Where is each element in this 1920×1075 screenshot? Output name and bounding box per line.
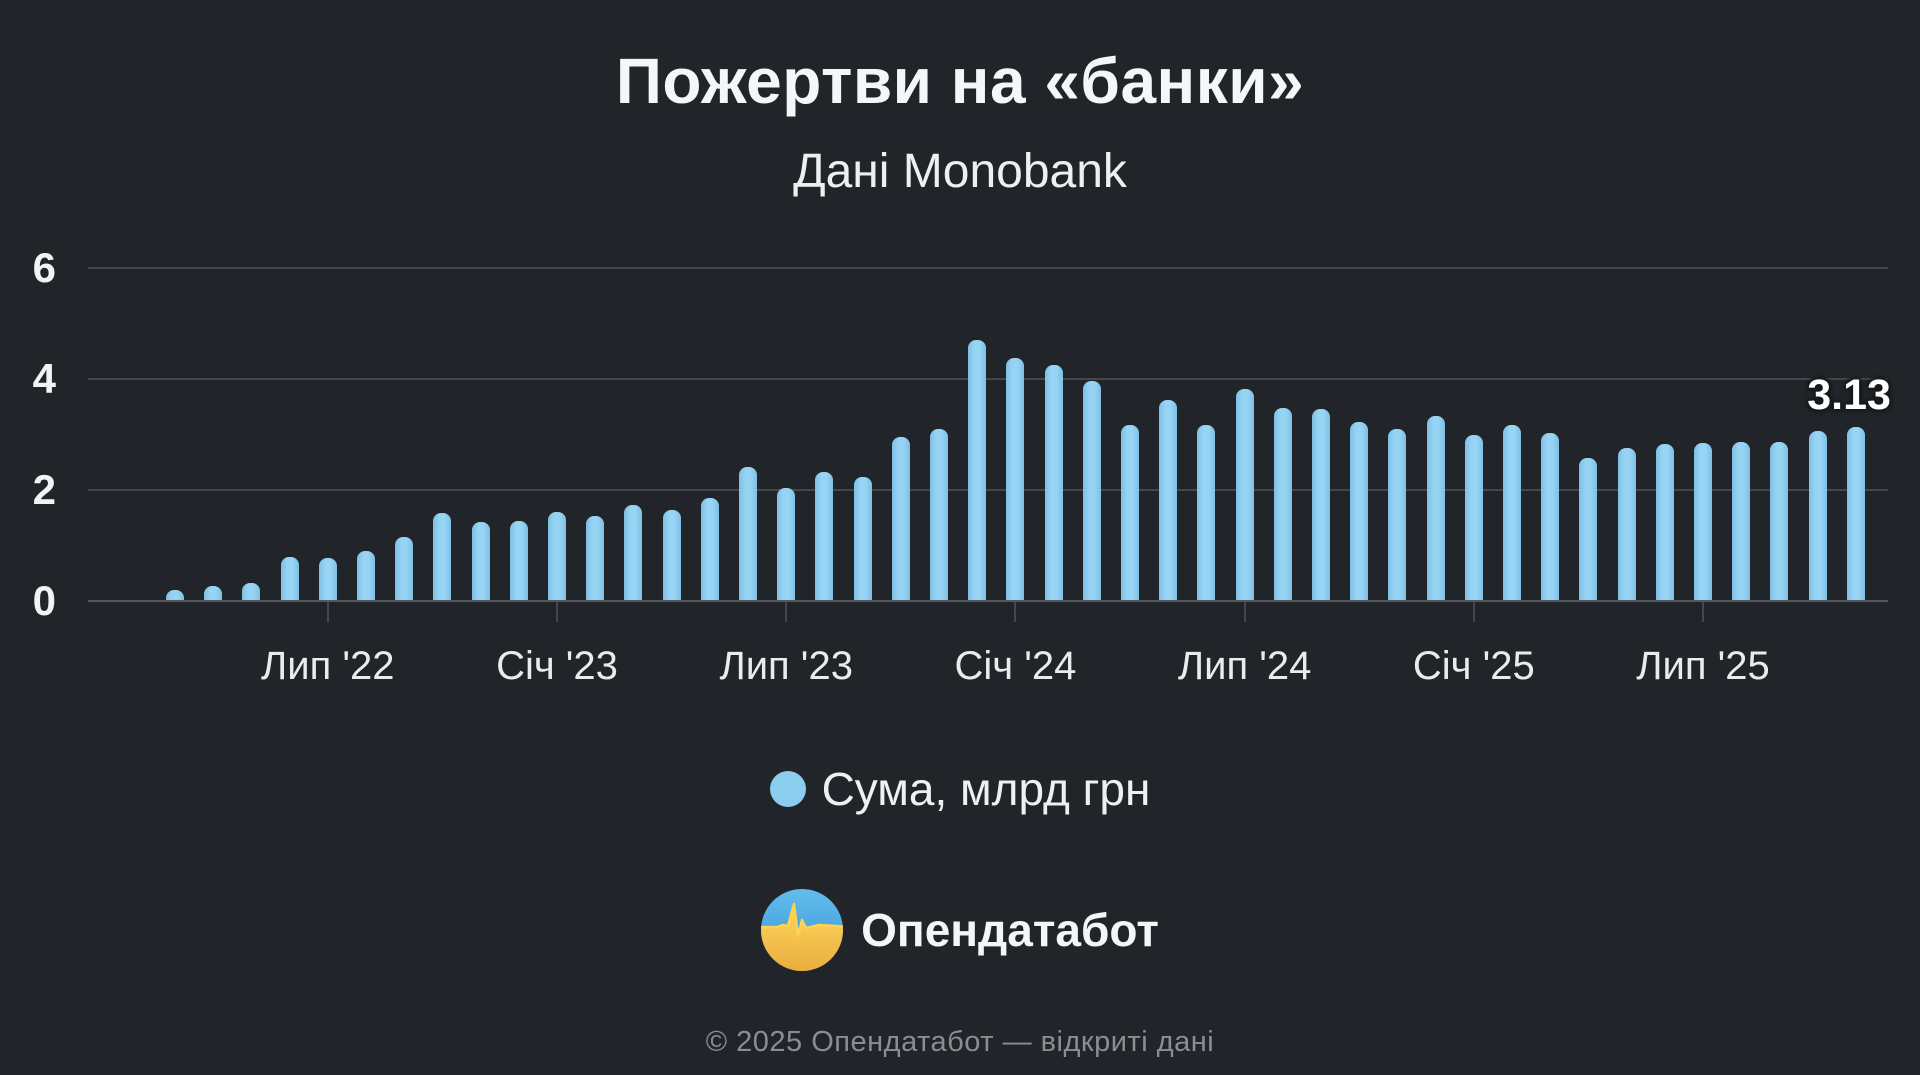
bar-2022-09 — [395, 537, 414, 601]
y-axis-label-6: 6 — [32, 244, 56, 291]
y-gridline-2 — [88, 489, 1888, 491]
bar-2022-11 — [471, 522, 490, 601]
bar-2024-04 — [1121, 425, 1139, 601]
bar-2023-02 — [586, 516, 605, 601]
bar-2024-02 — [1044, 365, 1063, 601]
bar-2024-10 — [1350, 422, 1369, 601]
opendatabot-logo-icon — [761, 889, 844, 971]
x-axis-label-3: Січ '24 — [954, 644, 1077, 688]
copyright-footer: © 2025 Опендатабот — відкриті дані — [705, 1026, 1215, 1058]
bar-2025-08 — [1732, 441, 1751, 601]
last-value-annotation: 3.13 — [1807, 371, 1891, 420]
chart-title: Пожертви на «банки» — [615, 45, 1305, 117]
x-axis-label-5: Січ '25 — [1412, 644, 1535, 688]
brand-name: Опендатабот — [861, 904, 1159, 956]
bar-2023-10 — [891, 437, 910, 601]
bar-2024-01 — [1006, 358, 1025, 601]
x-axis-label-4: Лип '24 — [1177, 644, 1312, 688]
x-axis-tick-0 — [326, 601, 329, 622]
bar-2023-09 — [853, 476, 872, 601]
legend-series-label: Сума, млрд грн — [821, 763, 1151, 815]
x-axis-label-1: Січ '23 — [496, 644, 618, 688]
bar-2025-05 — [1617, 447, 1636, 601]
y-gridline-6 — [88, 267, 1888, 269]
bar-2025-09 — [1770, 442, 1789, 601]
x-axis-tick-5 — [1472, 601, 1475, 622]
bar-2024-08 — [1273, 408, 1292, 601]
bar-2022-10 — [433, 513, 452, 601]
bar-2022-05 — [242, 582, 261, 601]
bar-2025-03 — [1541, 433, 1560, 601]
bar-2023-01 — [548, 512, 566, 601]
bar-2022-04 — [204, 586, 223, 601]
bar-2022-06 — [280, 556, 299, 601]
bar-2025-02 — [1503, 425, 1521, 601]
x-axis-tick-1 — [556, 601, 558, 622]
bar-2025-11 — [1846, 427, 1865, 601]
bar-2022-07 — [318, 557, 337, 601]
bar-2023-05 — [700, 498, 719, 601]
bar-2022-12 — [509, 520, 528, 601]
bar-2025-07 — [1694, 442, 1712, 601]
bar-2024-06 — [1197, 424, 1216, 601]
bar-2023-07 — [777, 487, 796, 601]
x-axis-label-2: Лип '23 — [719, 644, 853, 688]
x-axis-tick-2 — [785, 601, 788, 622]
bar-2025-10 — [1808, 431, 1827, 601]
y-axis-label-2: 2 — [32, 466, 56, 513]
x-axis-tick-6 — [1702, 601, 1704, 622]
bar-2024-11 — [1388, 428, 1407, 601]
bar-2025-01 — [1464, 434, 1483, 601]
y-gridline-4 — [88, 378, 1888, 380]
bar-2024-05 — [1159, 399, 1178, 601]
bar-2022-08 — [357, 551, 375, 601]
x-axis-baseline — [88, 600, 1888, 602]
x-axis-tick-4 — [1243, 601, 1246, 622]
bar-2023-12 — [968, 340, 987, 601]
bar-2023-11 — [930, 428, 948, 601]
bar-2024-03 — [1082, 380, 1101, 601]
bar-2023-08 — [815, 471, 834, 601]
bar-2023-03 — [624, 504, 643, 601]
x-axis-label-0: Лип '22 — [261, 644, 395, 688]
bar-2025-04 — [1579, 458, 1598, 601]
bar-2025-06 — [1655, 444, 1674, 601]
bar-2024-07 — [1235, 388, 1254, 601]
x-axis-label-6: Лип '25 — [1636, 644, 1770, 688]
bar-2022-03 — [166, 589, 184, 601]
legend-series-dot — [769, 771, 806, 807]
chart-subtitle: Дані Monobank — [793, 145, 1127, 198]
bar-2024-09 — [1312, 408, 1330, 601]
bar-2024-12 — [1426, 416, 1445, 601]
chart-legend: Сума, млрд грн — [0, 758, 1920, 820]
bar-2023-04 — [662, 509, 681, 601]
brand-lockup: Опендатабот — [0, 888, 1920, 972]
x-axis-tick-3 — [1014, 601, 1017, 622]
y-axis-label-4: 4 — [32, 355, 56, 402]
y-axis-label-0: 0 — [32, 577, 56, 624]
bar-2023-06 — [739, 466, 757, 601]
